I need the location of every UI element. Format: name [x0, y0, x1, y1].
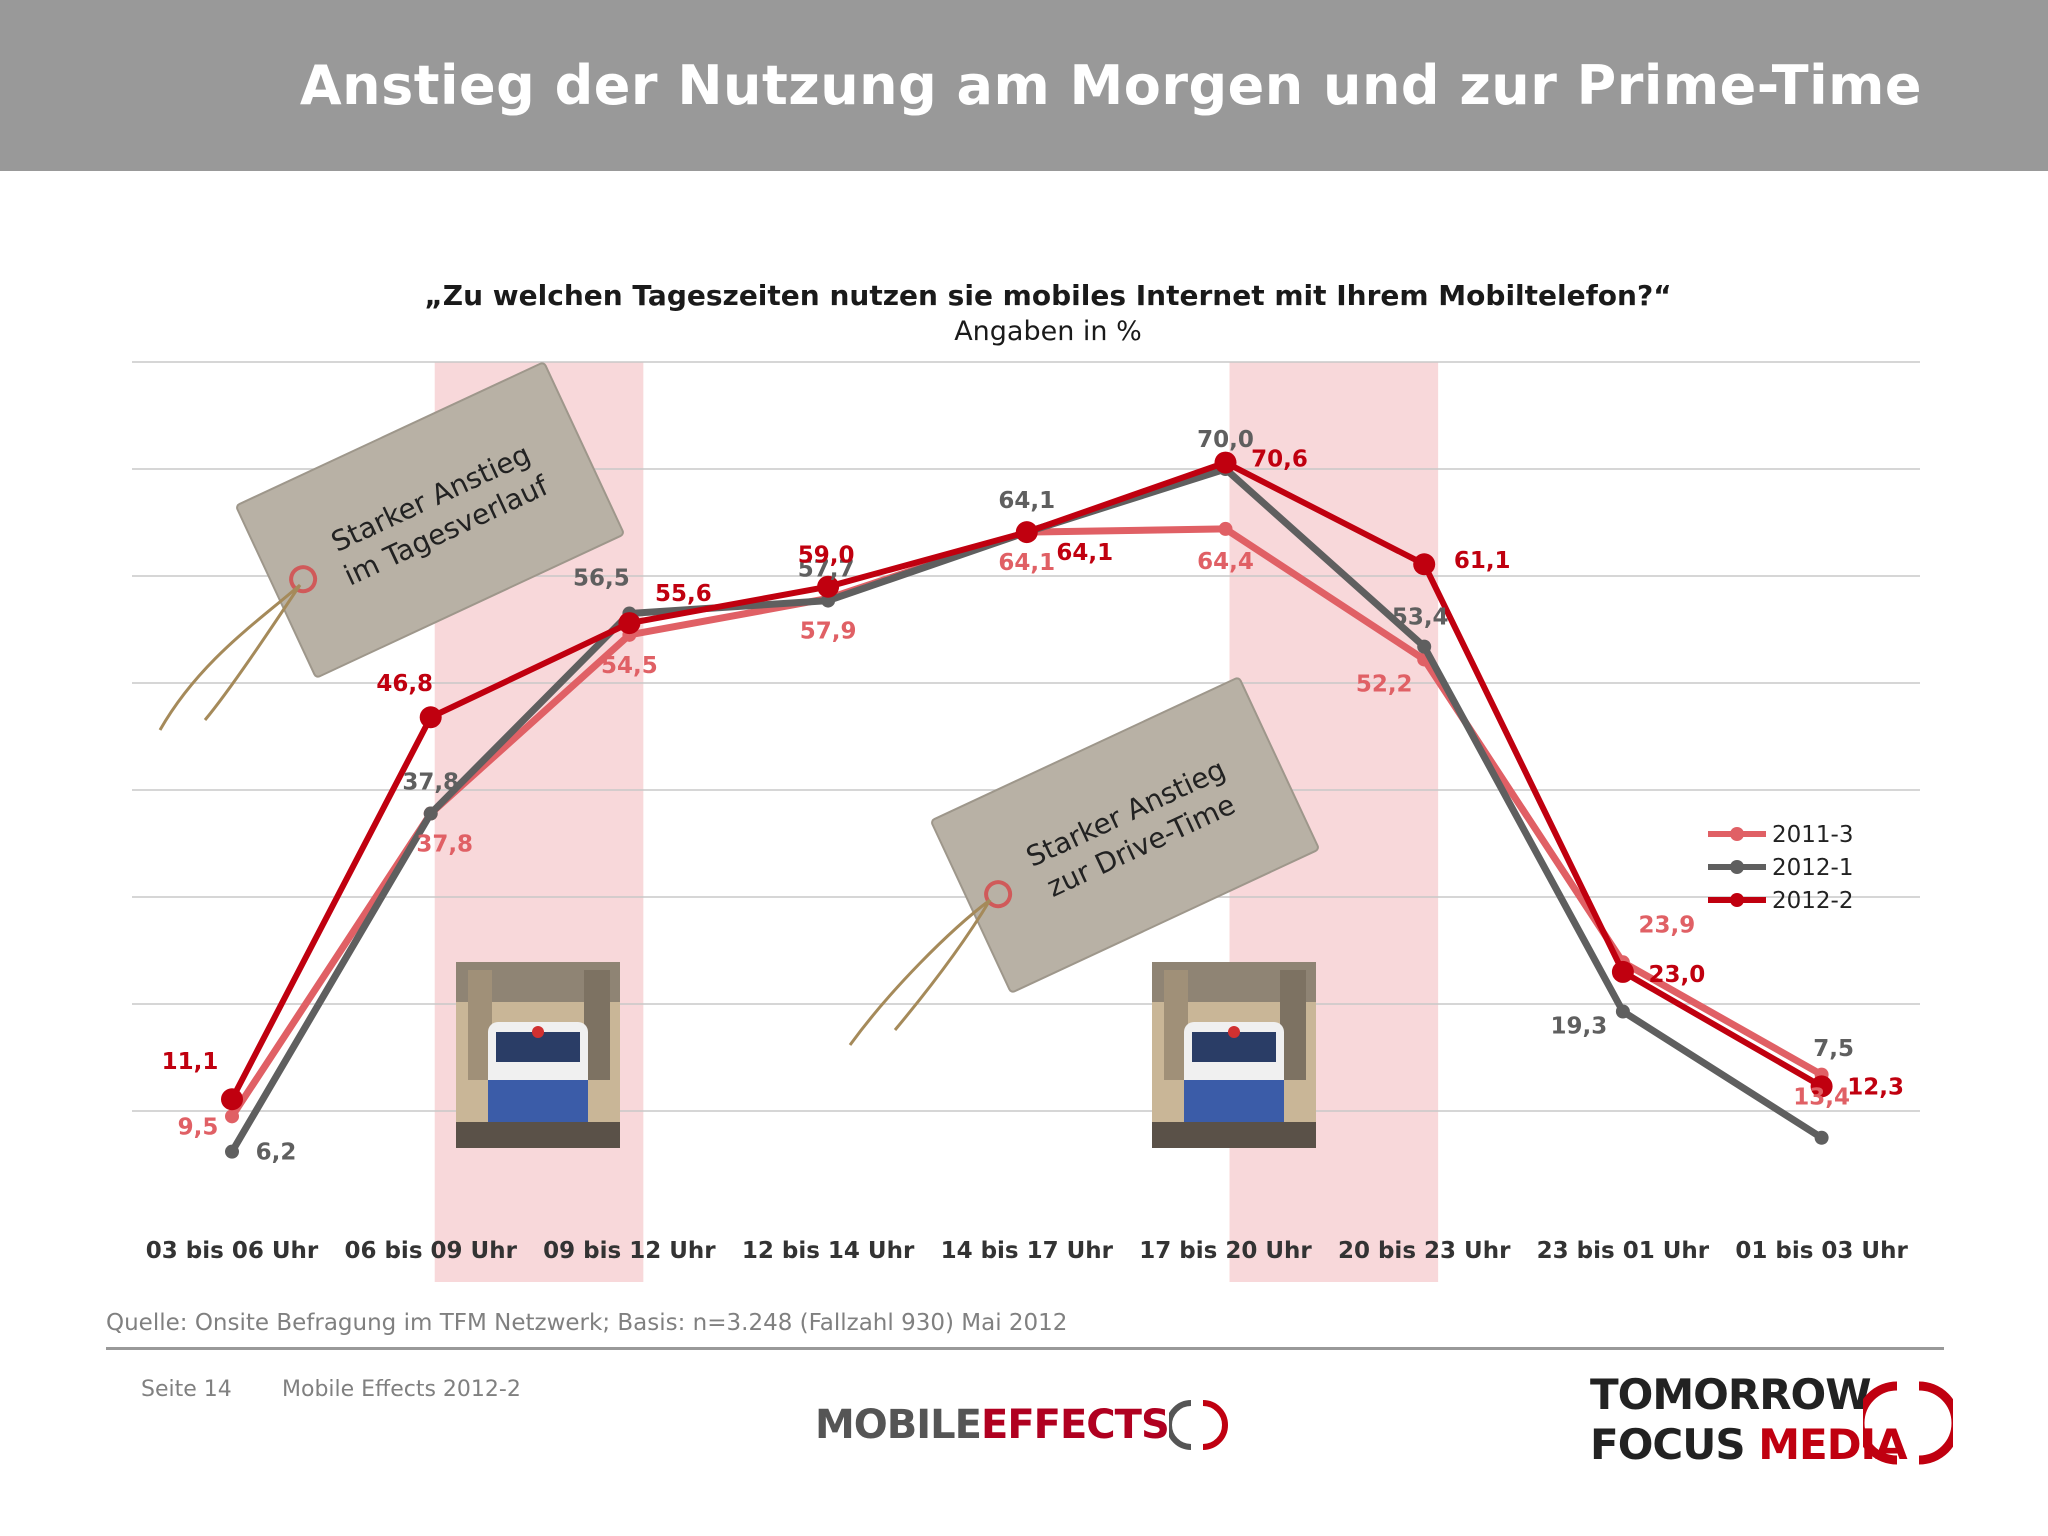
data-label-2011-3-9: 13,4	[1793, 1085, 1850, 1111]
point-2012-1-7	[1417, 639, 1432, 654]
data-label-2012-1-2: 37,8	[402, 770, 459, 796]
logo-circle-icon	[1863, 1381, 1953, 1465]
data-label-2012-1-5: 64,1	[998, 488, 1055, 514]
logo-line-1: TOMORROW	[1590, 1370, 1872, 1419]
data-label-2012-2-3: 55,6	[655, 581, 712, 607]
point-2012-1-2	[423, 806, 438, 821]
x-tick-label-9: 01 bis 03 Uhr	[1735, 1238, 1908, 1264]
point-2012-2-1	[221, 1088, 243, 1111]
logo-line-2: FOCUS MEDIA	[1590, 1420, 1908, 1469]
point-2011-3-1	[225, 1109, 239, 1124]
x-tick-label-8: 23 bis 01 Uhr	[1537, 1238, 1710, 1264]
header-bar: Anstieg der Nutzung am Morgen und zur Pr…	[0, 0, 2048, 171]
data-label-2012-2-7: 61,1	[1454, 548, 1511, 574]
data-label-2012-1-9: 7,5	[1813, 1036, 1854, 1062]
data-label-2011-3-3: 54,5	[601, 653, 658, 679]
x-tick-label-2: 06 bis 09 Uhr	[344, 1238, 517, 1264]
mobile-effects-logo-part-2: EFFECTS	[981, 1402, 1170, 1448]
line-chart: „Zu welchen Tageszeiten nutzen sie mobil…	[132, 279, 1920, 1282]
data-label-2012-1-4: 57,7	[798, 557, 855, 583]
data-label-2012-2-5: 64,1	[1056, 540, 1113, 566]
data-label-2012-2-2: 46,8	[376, 671, 433, 697]
x-tick-label-1: 03 bis 06 Uhr	[146, 1238, 319, 1264]
data-label-2011-3-6: 64,4	[1197, 549, 1254, 575]
data-label-2011-3-1: 9,5	[178, 1114, 219, 1140]
data-label-2011-3-8: 23,9	[1639, 912, 1696, 938]
data-label-2012-1-3: 56,5	[573, 565, 630, 591]
tomorrow-focus-media-logo: TOMORROW FOCUS MEDIA	[1590, 1370, 1953, 1480]
logo-focus: FOCUS	[1590, 1420, 1759, 1469]
document-name: Mobile Effects 2012-2	[282, 1377, 521, 1402]
mobile-effects-logo-part-1: MOBILE	[815, 1402, 982, 1448]
point-2012-2-2	[419, 706, 442, 729]
mobile-effects-logo: MOBILE EFFECTS	[815, 1395, 1229, 1455]
data-label-2011-3-7: 52,2	[1356, 671, 1413, 697]
data-label-2012-1-1: 6,2	[256, 1140, 297, 1166]
data-label-2012-1-7: 53,4	[1392, 605, 1449, 631]
tram-photo-2	[1152, 962, 1316, 1148]
legend-marker-2012-1	[1730, 860, 1744, 874]
x-tick-label-7: 20 bis 23 Uhr	[1338, 1238, 1511, 1264]
page-title: Anstieg der Nutzung am Morgen und zur Pr…	[299, 54, 1922, 117]
chart-subtitle: Angaben in %	[954, 316, 1142, 347]
annotation-tag-1: Starker Anstieg im Tagesverlauf	[236, 362, 624, 678]
tram-photo-1	[456, 962, 620, 1148]
data-label-2012-2-9: 12,3	[1847, 1074, 1904, 1100]
point-2011-3-6	[1218, 521, 1233, 536]
footer-divider	[106, 1347, 1944, 1350]
tag-string-1	[158, 583, 302, 731]
point-2012-2-5	[1015, 521, 1038, 544]
data-label-2012-1-6: 70,0	[1197, 427, 1254, 453]
data-label-2011-3-4: 57,9	[800, 618, 857, 644]
data-label-2011-3-5: 64,1	[998, 550, 1055, 576]
logo-bracket-icon	[1168, 1400, 1228, 1450]
point-2012-2-8	[1611, 960, 1634, 983]
point-2012-1-8	[1615, 1004, 1630, 1019]
legend-label-2012-1: 2012-1	[1772, 855, 1853, 881]
point-2012-2-9	[1810, 1075, 1833, 1098]
point-2012-2-3	[618, 612, 641, 635]
legend-marker-2012-2	[1730, 893, 1744, 907]
data-label-2012-2-6: 70,6	[1251, 447, 1308, 473]
data-label-2012-2-1: 11,1	[162, 1049, 219, 1075]
legend-marker-2011-3	[1730, 827, 1744, 841]
annotation-tag-2: Starker Anstieg zur Drive-Time	[931, 677, 1319, 993]
point-2012-1-9	[1814, 1130, 1829, 1145]
x-tick-label-5: 14 bis 17 Uhr	[941, 1238, 1114, 1264]
chart-title: „Zu welchen Tageszeiten nutzen sie mobil…	[424, 279, 1671, 312]
data-label-2011-3-2: 37,8	[416, 832, 473, 858]
point-2012-2-6	[1214, 451, 1237, 474]
data-label-2012-1-8: 19,3	[1551, 1013, 1608, 1039]
data-label-2012-2-8: 23,0	[1649, 962, 1706, 988]
tag-string-2	[848, 898, 992, 1046]
x-tick-label-6: 17 bis 20 Uhr	[1139, 1238, 1312, 1264]
x-tick-label-4: 12 bis 14 Uhr	[742, 1238, 915, 1264]
legend-label-2011-3: 2011-3	[1772, 822, 1853, 848]
page-number: Seite 14	[141, 1377, 232, 1402]
legend-label-2012-2: 2012-2	[1772, 888, 1853, 914]
data-label-2012-2-4: 59,0	[798, 543, 855, 569]
point-2012-2-7	[1413, 553, 1436, 576]
source-note: Quelle: Onsite Befragung im TFM Netzwerk…	[106, 1310, 1068, 1336]
point-2012-2-4	[817, 575, 840, 598]
point-2012-1-1	[225, 1144, 239, 1159]
x-tick-label-3: 09 bis 12 Uhr	[543, 1238, 716, 1264]
